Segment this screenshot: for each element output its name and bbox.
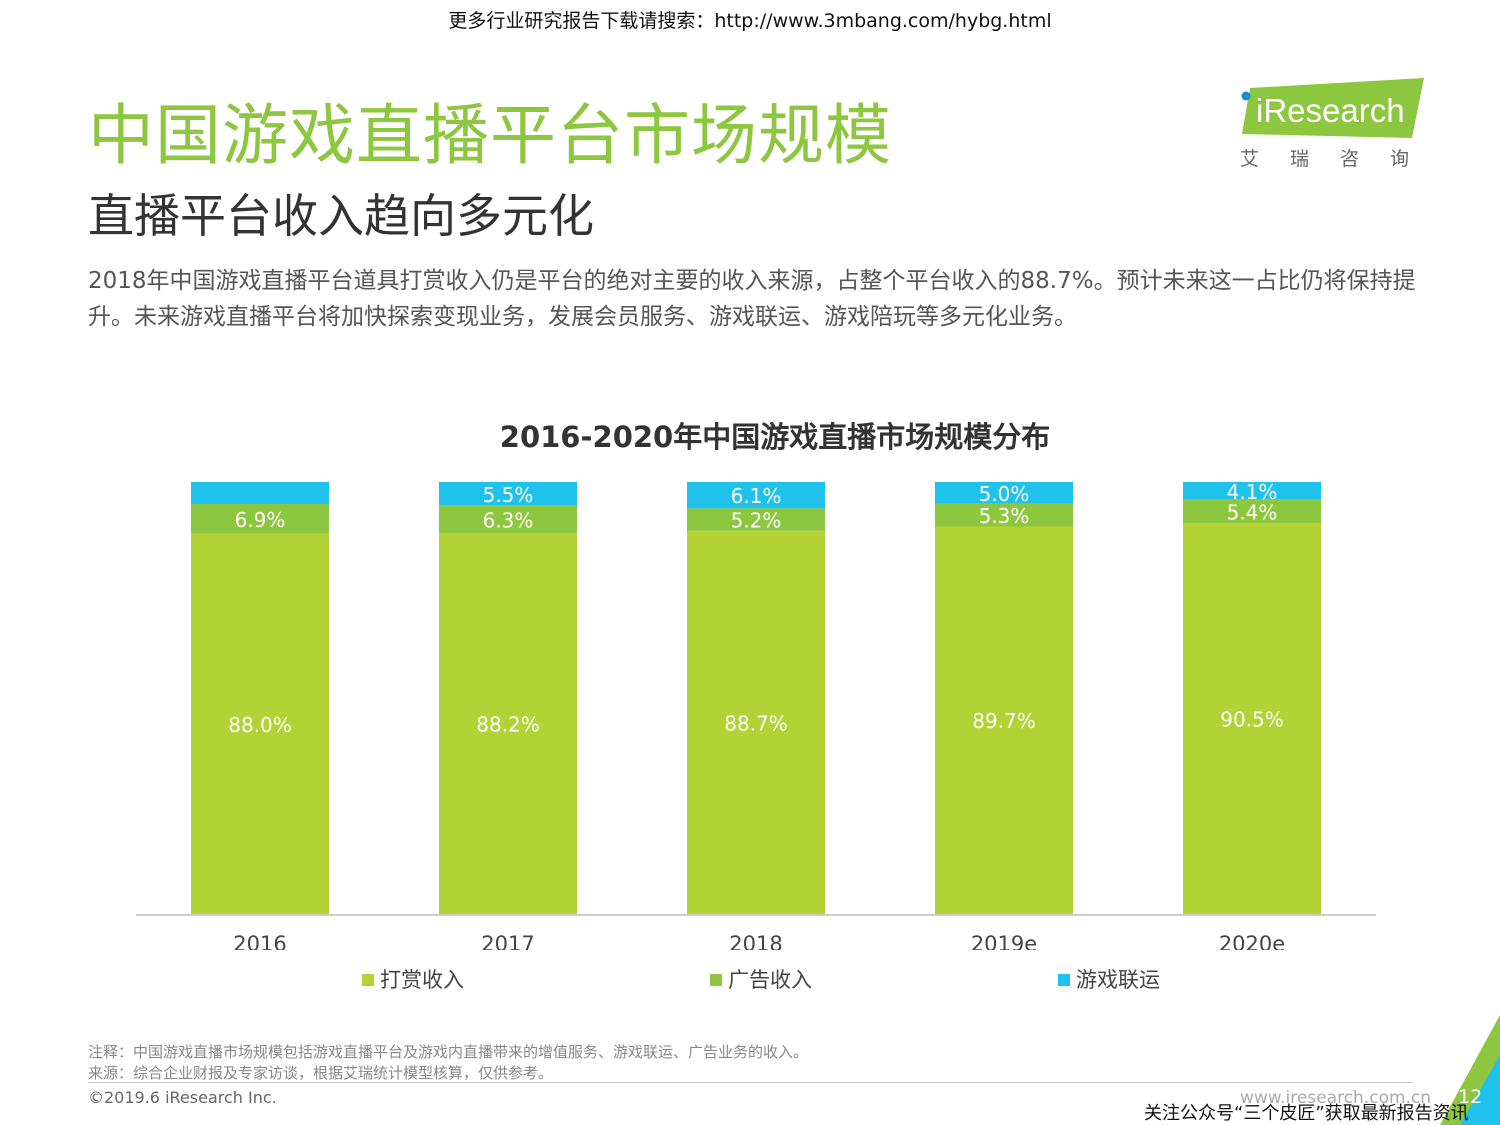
bar-ads-2018: [687, 508, 825, 531]
x-tick-label: 2017: [481, 932, 534, 950]
logo-cn-text: 艾瑞咨询: [1240, 148, 1441, 170]
bar-game-2020e: [1183, 482, 1321, 500]
page-number: 12: [1458, 1086, 1483, 1108]
legend-item-game: 游戏联运: [1058, 964, 1160, 994]
summary-text: 2018年中国游戏直播平台道具打赏收入仍是平台的绝对主要的收入来源，占整个平台收…: [88, 268, 1416, 330]
data-label-tips-2020e: 90.5%: [1220, 708, 1284, 732]
bar-game-2019e: [935, 482, 1073, 504]
data-label-tips-2019e: 89.7%: [972, 709, 1036, 733]
iresearch-logo: iResearch 艾瑞咨询: [1236, 78, 1426, 173]
notes-block: 注释：中国游戏直播市场规模包括游戏直播平台及游戏内直播带来的增值服务、游戏联运、…: [88, 1042, 808, 1084]
data-label-game-2018: 6.1%: [731, 484, 782, 508]
wechat-promo: 关注公众号“三个皮匠”获取最新报告资讯: [1144, 1103, 1469, 1124]
x-tick-label: 2020e: [1219, 932, 1285, 950]
corner-decoration-icon: [1440, 1015, 1500, 1125]
bar-game-2016: [191, 482, 329, 505]
legend-swatch-ads: [710, 974, 722, 986]
data-label-game-2017: 5.5%: [483, 483, 534, 507]
data-label-ads-2019e: 5.3%: [979, 504, 1030, 528]
data-label-ads-2020e: 5.4%: [1227, 500, 1278, 524]
legend-item-tips: 打赏收入: [362, 964, 464, 994]
logo-wordmark: iResearch: [1256, 92, 1405, 129]
bar-game-2018: [687, 482, 825, 509]
legend-swatch-game: [1058, 974, 1070, 986]
data-label-game-2020e: 4.1%: [1227, 480, 1278, 504]
chart-title: 2016-2020年中国游戏直播市场规模分布: [499, 420, 1051, 454]
legend-label-tips: 打赏收入: [380, 968, 464, 992]
legend-label-game: 游戏联运: [1076, 968, 1160, 992]
site-url: www.iresearch.com.cn: [1240, 1088, 1432, 1108]
bar-tips-2016: [191, 533, 329, 914]
page-title: 中国游戏直播平台市场规模: [88, 97, 892, 174]
data-label-tips-2018: 88.7%: [724, 711, 788, 735]
legend-label-ads: 广告收入: [728, 968, 812, 992]
bar-tips-2018: [687, 530, 825, 914]
source-text: 来源：综合企业财报及专家访谈，根据艾瑞统计模型核算，仅供参考。: [88, 1064, 554, 1082]
x-tick-label: 2016: [233, 932, 286, 950]
page-subtitle: 直播平台收入趋向多元化: [88, 189, 594, 243]
data-label-tips-2017: 88.2%: [476, 712, 540, 736]
copyright: ©2019.6 iResearch Inc.: [88, 1088, 277, 1107]
data-label-ads-2018: 5.2%: [731, 509, 782, 533]
data-label-ads-2017: 6.3%: [483, 508, 534, 532]
bar-ads-2019e: [935, 503, 1073, 527]
bar-tips-2020e: [1183, 523, 1321, 914]
data-label-game-2019e: 5.0%: [979, 482, 1030, 506]
note-text: 注释：中国游戏直播市场规模包括游戏直播平台及游戏内直播带来的增值服务、游戏联运、…: [88, 1043, 809, 1061]
x-tick-label: 2018: [729, 932, 782, 950]
data-label-tips-2016: 88.0%: [228, 713, 292, 737]
footer-divider: [88, 1082, 1413, 1083]
top-banner: 更多行业研究报告下载请搜索：http://www.3mbang.com/hybg…: [448, 10, 1052, 32]
stacked-bar-chart: 88.0% 6.9% 2016 88.2% 6.3%5.5% 2017 88.7% 5.2%6…: [136, 480, 1376, 950]
bar-tips-2019e: [935, 526, 1073, 914]
bar-ads-2016: [191, 504, 329, 534]
x-tick-label: 2019e: [971, 932, 1037, 950]
legend-swatch-tips: [362, 974, 374, 986]
bar-ads-2020e: [1183, 499, 1321, 524]
bar-game-2017: [439, 482, 577, 506]
bar-ads-2017: [439, 505, 577, 533]
bar-tips-2017: [439, 532, 577, 914]
iresearch-logo-icon: iResearch: [1241, 78, 1424, 138]
legend-item-ads: 广告收入: [710, 964, 812, 994]
data-label-ads-2016: 6.9%: [235, 508, 286, 532]
